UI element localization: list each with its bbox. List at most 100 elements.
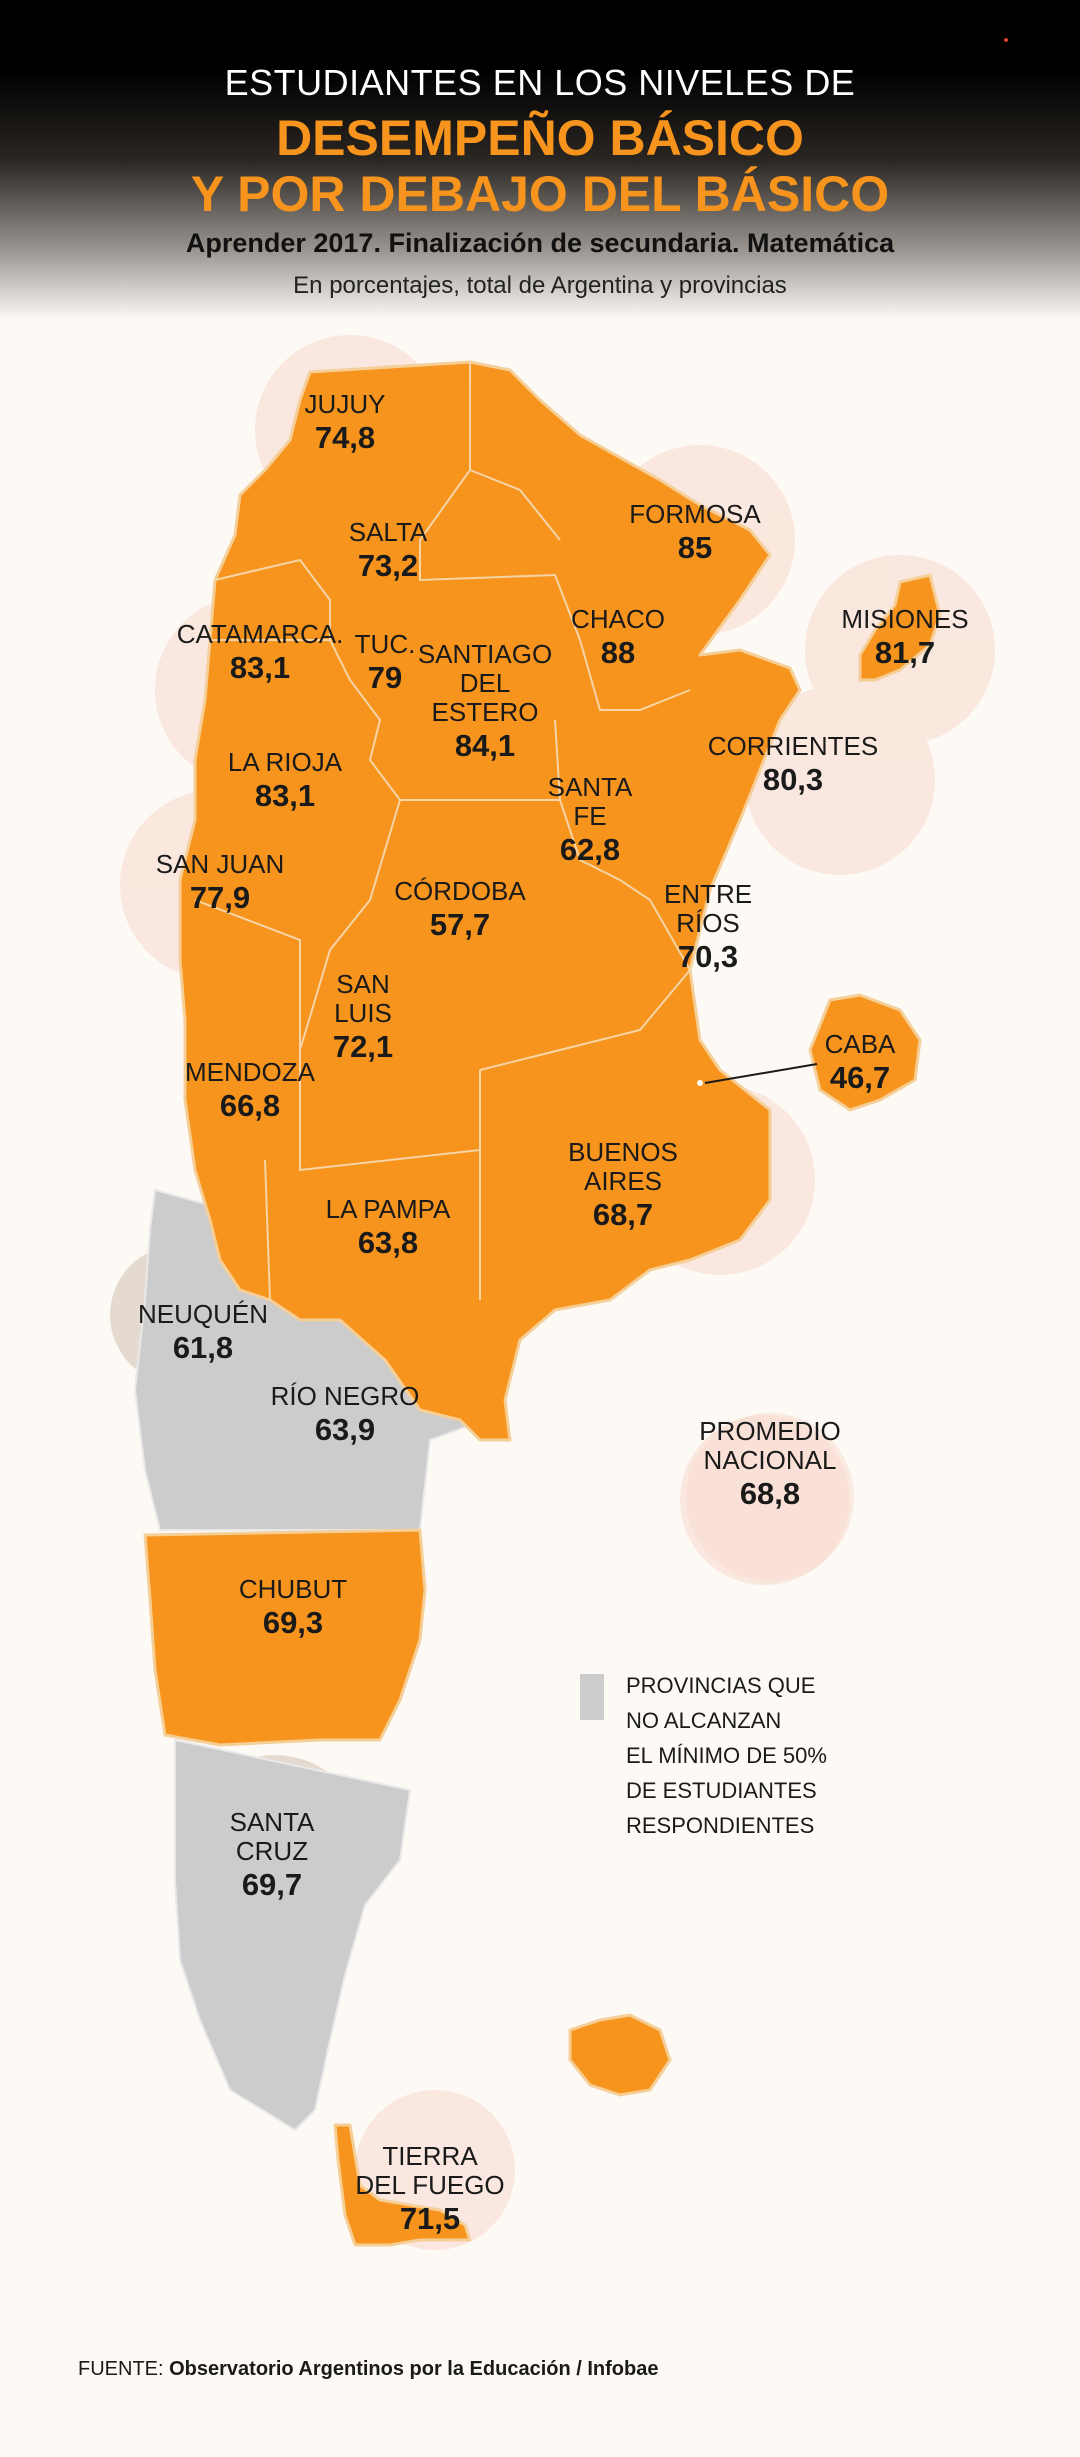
label-santiago-del-estero: SANTIAGO DEL ESTERO 84,1 bbox=[418, 640, 552, 765]
label-caba: CABA 46,7 bbox=[825, 1030, 896, 1097]
label-cordoba: CÓRDOBA 57,7 bbox=[394, 877, 525, 944]
legend-swatch-grey bbox=[580, 1674, 604, 1720]
province-name: CHACO bbox=[571, 604, 665, 634]
province-name: CABA bbox=[824, 1029, 896, 1059]
header-band bbox=[0, 0, 1080, 330]
national-label: PROMEDIO bbox=[699, 1416, 841, 1446]
province-name: MISIONES bbox=[841, 604, 969, 634]
source-prefix: FUENTE: bbox=[78, 2358, 164, 2380]
province-name: RÍO NEGRO bbox=[270, 1381, 420, 1411]
province-name: TUC. bbox=[354, 629, 416, 659]
label-buenos-aires: BUENOS AIRES 68,7 bbox=[568, 1138, 678, 1234]
national-value: 68,8 bbox=[739, 1476, 801, 1511]
province-name: NEUQUÉN bbox=[137, 1299, 269, 1329]
province-name: ENTRE bbox=[663, 879, 753, 909]
province-value: 62,8 bbox=[559, 832, 621, 867]
title-line-1: ESTUDIANTES EN LOS NIVELES DE bbox=[224, 62, 856, 103]
province-name: LA RIOJA bbox=[227, 747, 343, 777]
province-name: LUIS bbox=[334, 998, 392, 1028]
label-salta: SALTA 73,2 bbox=[349, 518, 428, 585]
province-name: DEL bbox=[459, 668, 511, 698]
province-value: 73,2 bbox=[357, 548, 419, 583]
province-value: 69,3 bbox=[262, 1605, 324, 1640]
label-santa-cruz: SANTA CRUZ 69,7 bbox=[230, 1808, 315, 1904]
province-value: 68,7 bbox=[592, 1197, 654, 1232]
national-label: NACIONAL bbox=[703, 1445, 837, 1475]
province-value: 83,1 bbox=[229, 650, 291, 685]
province-name: CATAMARCA. bbox=[176, 619, 344, 649]
title-highlight: DESEMPEÑO BÁSICO Y POR DEBAJO DEL BÁSICO bbox=[0, 110, 1080, 222]
label-jujuy: JUJUY 74,8 bbox=[305, 390, 386, 457]
province-value: 79 bbox=[367, 660, 403, 695]
label-catamarca: CATAMARCA. 83,1 bbox=[177, 620, 344, 687]
map-highlight-orange bbox=[143, 360, 942, 2247]
caba-connector-line bbox=[704, 1063, 818, 1084]
province-name: LA PAMPA bbox=[325, 1194, 451, 1224]
province-value: 63,8 bbox=[357, 1225, 419, 1260]
label-misiones: MISIONES 81,7 bbox=[841, 605, 968, 672]
legend-line: EL MÍNIMO DE 50% bbox=[626, 1743, 827, 1768]
label-chubut: CHUBUT 69,3 bbox=[239, 1575, 347, 1642]
legend-line: RESPONDIENTES bbox=[626, 1813, 815, 1838]
label-formosa: FORMOSA 85 bbox=[629, 500, 760, 567]
province-name: FORMOSA bbox=[629, 499, 761, 529]
title-line-2: DESEMPEÑO BÁSICO bbox=[276, 110, 804, 166]
province-value: 61,8 bbox=[172, 1330, 234, 1365]
source-text: Observatorio Argentinos por la Educación… bbox=[169, 2358, 659, 2380]
label-san-juan: SAN JUAN 77,9 bbox=[156, 850, 285, 917]
province-name: CÓRDOBA bbox=[394, 876, 526, 906]
province-value: 63,9 bbox=[314, 1412, 376, 1447]
legend-line: NO ALCANZAN bbox=[626, 1708, 782, 1733]
province-value: 80,3 bbox=[762, 762, 824, 797]
province-name: SANTIAGO bbox=[417, 639, 553, 669]
province-name: MENDOZA bbox=[185, 1057, 315, 1087]
province-name: BUENOS bbox=[568, 1137, 678, 1167]
source-note: FUENTE: Observatorio Argentinos por la E… bbox=[78, 2358, 658, 2381]
province-value: 83,1 bbox=[254, 778, 316, 813]
label-la-pampa: LA PAMPA 63,8 bbox=[326, 1195, 451, 1262]
province-name: DEL FUEGO bbox=[355, 2170, 505, 2200]
label-rio-negro: RÍO NEGRO 63,9 bbox=[271, 1382, 420, 1449]
province-value: 57,7 bbox=[429, 907, 491, 942]
caba-marker bbox=[697, 1080, 703, 1086]
legend-line: PROVINCIAS QUE bbox=[626, 1673, 816, 1698]
decorative-dot bbox=[1004, 38, 1008, 42]
label-corrientes: CORRIENTES 80,3 bbox=[708, 732, 878, 799]
label-tucuman: TUC. 79 bbox=[355, 630, 416, 697]
province-name: CORRIENTES bbox=[707, 731, 879, 761]
province-name: FE bbox=[573, 801, 607, 831]
province-value: 88 bbox=[600, 635, 636, 670]
label-national-average: PROMEDIO NACIONAL 68,8 bbox=[699, 1417, 841, 1513]
subtitle: Aprender 2017. Finalización de secundari… bbox=[185, 228, 895, 258]
label-entre-rios: ENTRE RÍOS 70,3 bbox=[664, 880, 752, 976]
label-san-luis: SAN LUIS 72,1 bbox=[333, 970, 393, 1066]
label-mendoza: MENDOZA 66,8 bbox=[185, 1058, 315, 1125]
province-value: 72,1 bbox=[332, 1029, 394, 1064]
title-line-3: Y POR DEBAJO DEL BÁSICO bbox=[190, 166, 890, 222]
label-chaco: CHACO 88 bbox=[571, 605, 665, 672]
province-name: SANTA bbox=[229, 1807, 315, 1837]
province-value: 71,5 bbox=[399, 2201, 461, 2236]
national-average-bubble bbox=[686, 1413, 854, 1581]
province-value: 66,8 bbox=[219, 1088, 281, 1123]
province-value: 84,1 bbox=[454, 728, 516, 763]
province-borders bbox=[194, 362, 691, 1301]
province-value: 69,7 bbox=[241, 1867, 303, 1902]
province-name: SANTA bbox=[547, 772, 633, 802]
province-name: SAN bbox=[336, 969, 390, 999]
province-name: TIERRA bbox=[382, 2141, 478, 2171]
label-santa-fe: SANTA FE 62,8 bbox=[548, 773, 633, 869]
province-value: 85 bbox=[677, 530, 713, 565]
province-value: 70,3 bbox=[677, 939, 739, 974]
legend-line: DE ESTUDIANTES bbox=[626, 1778, 817, 1803]
province-name: ESTERO bbox=[431, 697, 539, 727]
label-neuquen: NEUQUÉN 61,8 bbox=[138, 1300, 268, 1367]
province-name: JUJUY bbox=[304, 389, 386, 419]
province-value: 46,7 bbox=[829, 1060, 891, 1095]
province-name: AIRES bbox=[583, 1166, 663, 1196]
label-tierra-del-fuego: TIERRA DEL FUEGO 71,5 bbox=[355, 2142, 504, 2238]
province-value: 74,8 bbox=[314, 420, 376, 455]
province-name: RÍOS bbox=[676, 908, 740, 938]
province-value: 81,7 bbox=[874, 635, 936, 670]
